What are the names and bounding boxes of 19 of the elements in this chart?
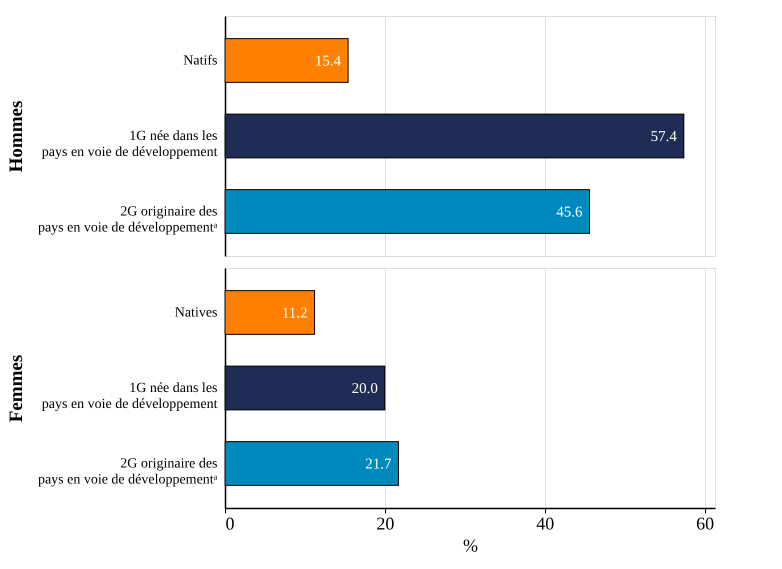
data-label: 11.2 <box>282 306 308 322</box>
y-tick-label: Natives <box>174 306 218 321</box>
y-axis-title: Femmes <box>6 354 27 422</box>
y-tick-label: 2G originaire des pays en voie de développementᵃ <box>38 456 218 488</box>
x-tick-label: 0 <box>226 514 234 534</box>
data-label: 21.7 <box>365 456 392 472</box>
x-tick-label: 40 <box>536 514 554 534</box>
x-tick-label: 20 <box>376 514 394 534</box>
data-label: 20.0 <box>352 381 378 397</box>
y-axis-title: Hommes <box>6 100 27 172</box>
data-label: 15.4 <box>314 54 342 70</box>
y-tick-label: 2G originaire des pays en voie de développementᵃ <box>38 204 218 236</box>
x-tick-label: 60 <box>696 514 714 534</box>
x-axis-title: % <box>463 536 478 556</box>
y-tick-label: Natifs <box>183 54 218 69</box>
data-label: 45.6 <box>556 204 583 220</box>
data-label: 57.4 <box>650 129 678 145</box>
y-tick-label: 1G née dans les pays en voie de développement <box>42 381 218 412</box>
y-tick-label: 1G née dans les pays en voie de développement <box>42 129 218 160</box>
